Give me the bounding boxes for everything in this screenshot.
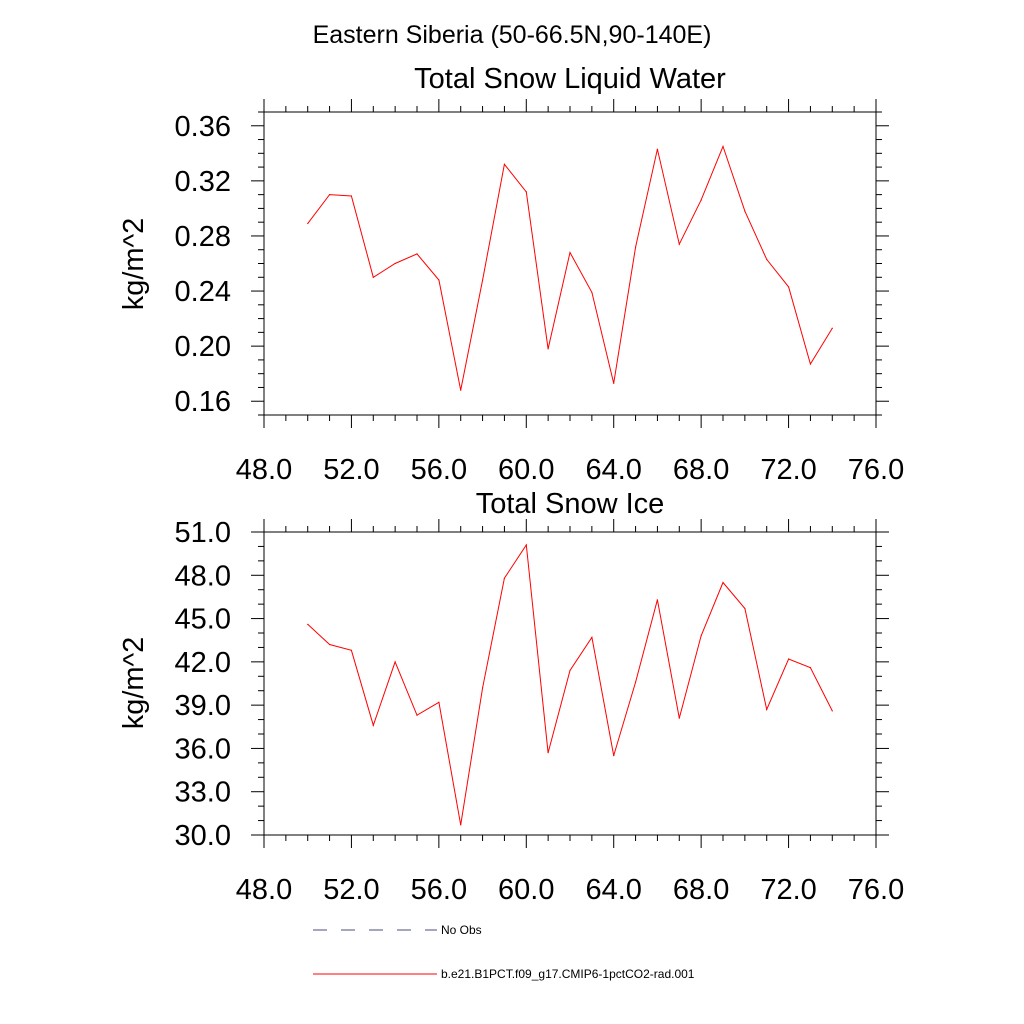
- panel-title: Total Snow Ice: [476, 488, 665, 520]
- legend-label: b.e21.B1PCT.f09_g17.CMIP6-1pctCO2-rad.00…: [441, 967, 695, 981]
- data-point: [394, 262, 396, 265]
- data-point: [328, 194, 331, 196]
- data-point: [656, 148, 659, 150]
- panel-snow-ice: Total Snow Ice kg/m^2 48.0 52.0 56.0 60.0 64…: [118, 488, 904, 906]
- data-point: [547, 752, 549, 754]
- data-point: [831, 327, 833, 329]
- x-tick-label: 72.0: [760, 454, 816, 486]
- plot-frame: [263, 111, 877, 416]
- data-point: [438, 701, 440, 703]
- x-tick-label: 60.0: [498, 454, 554, 486]
- data-point: [460, 389, 462, 391]
- legend-item-model-run: b.e21.B1PCT.f09_g17.CMIP6-1pctCO2-rad.00…: [313, 967, 695, 981]
- data-point: [744, 210, 746, 212]
- data-point: [744, 607, 746, 610]
- y-tick-label: 0.28: [175, 221, 231, 253]
- data-point: [766, 258, 768, 260]
- data-point: [722, 145, 724, 148]
- data-point: [809, 667, 812, 669]
- legend: No Obs b.e21.B1PCT.f09_g17.CMIP6-1pctCO2…: [313, 923, 695, 981]
- data-point: [569, 669, 571, 672]
- data-point: [613, 755, 615, 757]
- data-point: [569, 251, 571, 254]
- data-point: [547, 348, 549, 350]
- data-point: [700, 199, 702, 201]
- x-tick-label: 48.0: [236, 874, 292, 906]
- data-point: [525, 544, 527, 546]
- data-point: [372, 724, 374, 726]
- data-point: [372, 276, 374, 278]
- x-tick-label: 76.0: [848, 874, 904, 906]
- x-tick-label: 56.0: [411, 454, 467, 486]
- series-line: [307, 144, 833, 391]
- data-point: [613, 382, 615, 384]
- y-tick-label: 0.20: [175, 331, 231, 363]
- data-point: [350, 649, 353, 651]
- data-point: [307, 222, 309, 225]
- data-point: [700, 635, 702, 637]
- y-axis-label: kg/m^2: [118, 218, 150, 311]
- x-tick-label: 56.0: [411, 874, 467, 906]
- data-point: [809, 363, 812, 365]
- y-tick-label: 51.0: [175, 517, 231, 549]
- y-tick-label: 48.0: [175, 560, 231, 592]
- data-point: [481, 279, 484, 281]
- data-point: [787, 286, 790, 288]
- plot-frame: [263, 531, 877, 836]
- x-tick-label: 60.0: [498, 874, 554, 906]
- y-tick-label: 42.0: [175, 647, 231, 679]
- data-point: [328, 643, 331, 646]
- x-tick-label: 52.0: [323, 454, 379, 486]
- panel-title: Total Snow Liquid Water: [414, 63, 726, 95]
- x-tick-label: 68.0: [673, 874, 729, 906]
- x-tick-label: 64.0: [585, 874, 641, 906]
- y-axis-label: kg/m^2: [118, 637, 150, 730]
- data-point: [438, 279, 440, 281]
- data-point: [656, 599, 659, 601]
- data-point: [525, 191, 527, 193]
- data-point: [503, 577, 506, 579]
- x-tick-label: 64.0: [585, 454, 641, 486]
- y-tick-label: 0.16: [175, 386, 231, 418]
- data-point: [634, 681, 637, 683]
- data-point: [350, 195, 353, 197]
- x-tick-label: 76.0: [848, 454, 904, 486]
- legend-label: No Obs: [441, 923, 482, 937]
- x-tick-label: 68.0: [673, 454, 729, 486]
- y-tick-label: 0.24: [175, 276, 231, 308]
- legend-item-no-obs: No Obs: [313, 923, 482, 937]
- data-point: [481, 687, 484, 689]
- data-point: [831, 710, 833, 712]
- data-point: [722, 581, 724, 584]
- x-tick-label: 48.0: [236, 454, 292, 486]
- figure-title: Eastern Siberia (50-66.5N,90-140E): [313, 21, 712, 49]
- panel-snow-liquid-water: Total Snow Liquid Water kg/m^2 48.0 52.0 5…: [118, 63, 904, 486]
- y-tick-label: 45.0: [175, 604, 231, 636]
- data-point: [591, 291, 593, 294]
- data-point: [634, 246, 637, 248]
- data-point: [787, 658, 790, 660]
- y-tick-label: 39.0: [175, 690, 231, 722]
- data-point: [394, 661, 396, 663]
- data-point: [678, 243, 680, 245]
- data-point: [678, 717, 680, 719]
- x-tick-label: 72.0: [760, 874, 816, 906]
- data-point: [416, 253, 418, 255]
- x-tick-label: 52.0: [323, 874, 379, 906]
- data-point: [460, 824, 462, 826]
- data-point: [591, 636, 593, 638]
- series-line: [307, 543, 833, 825]
- y-tick-label: 0.36: [175, 111, 231, 143]
- y-tick-label: 0.32: [175, 166, 231, 198]
- data-point: [416, 714, 418, 716]
- data-point: [766, 708, 768, 711]
- y-tick-label: 33.0: [175, 777, 231, 809]
- y-tick-label: 36.0: [175, 733, 231, 765]
- data-point: [503, 163, 506, 165]
- y-tick-label: 30.0: [175, 820, 231, 852]
- data-point: [307, 623, 309, 625]
